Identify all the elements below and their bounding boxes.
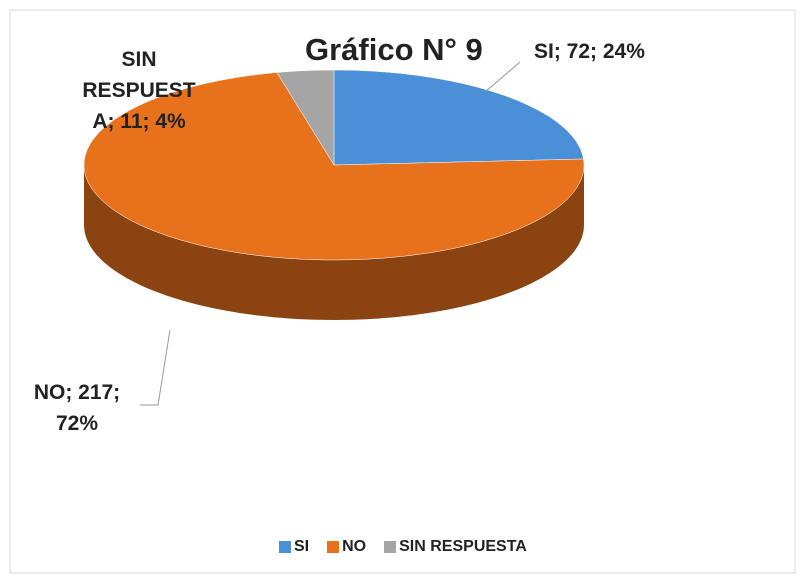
legend-label: SIN RESPUESTA — [399, 538, 527, 555]
legend-item: NO — [327, 538, 366, 556]
legend-swatch — [327, 541, 340, 553]
legend-item: SIN RESPUESTA — [384, 538, 527, 556]
pie-slice — [333, 69, 584, 166]
legend-label: SI — [294, 538, 310, 555]
leader-line — [484, 61, 521, 93]
data-label: NO; 217; 72% — [33, 381, 121, 435]
legend-swatch — [384, 541, 397, 553]
pie-side — [84, 165, 584, 320]
pie-slice — [83, 72, 585, 261]
data-label: SI; 72; 24% — [534, 40, 645, 63]
leader-line — [140, 329, 171, 406]
legend-item: SI — [279, 538, 309, 556]
legend: SI NO SIN RESPUESTA — [279, 538, 527, 556]
legend-swatch — [279, 541, 291, 553]
chart-border — [9, 9, 796, 574]
pie-slice — [276, 69, 335, 166]
chart-title: Gráfico N° 9 — [305, 32, 483, 67]
legend-label: NO — [342, 538, 367, 555]
data-label: SIN RESPUESTA; 11; 4% — [82, 48, 196, 133]
